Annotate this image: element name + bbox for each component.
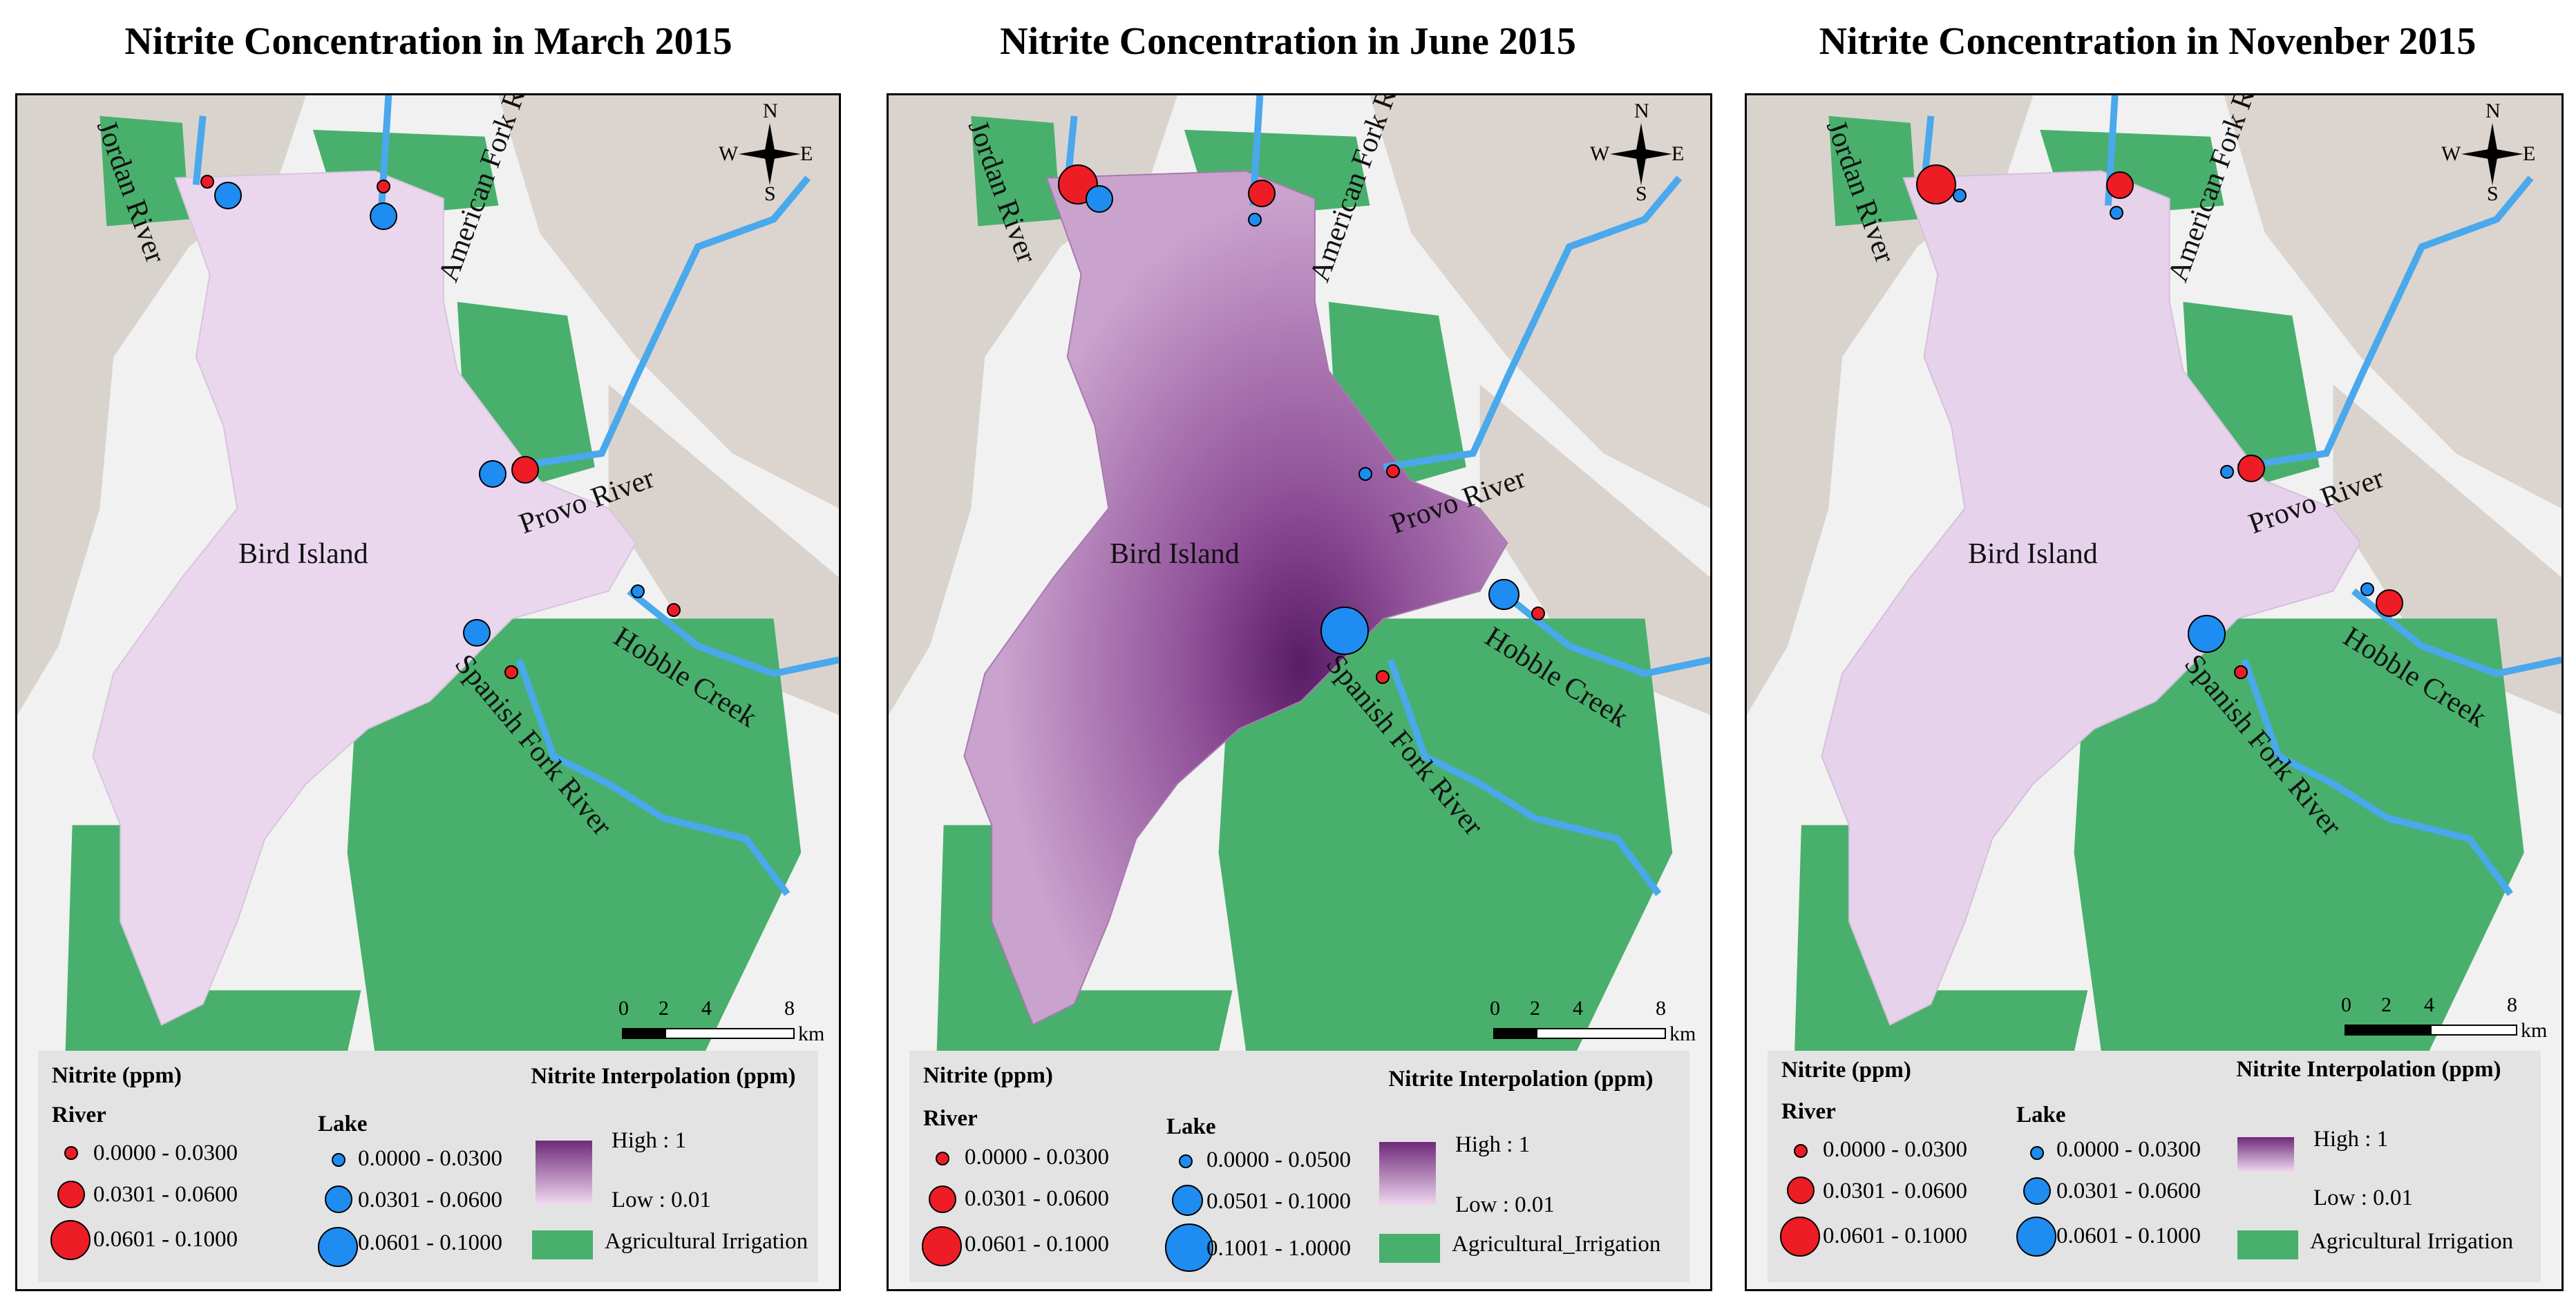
- river-point: [2376, 589, 2403, 617]
- map-legend: Nitrite (ppm) River 0.0000 - 0.0300 0.03…: [909, 1051, 1689, 1282]
- river-point: [1376, 670, 1390, 684]
- river-point: [1386, 464, 1400, 478]
- north-arrow: N S E W: [719, 99, 813, 205]
- legend-interp-title: Nitrite Interpolation (ppm): [1388, 1067, 1654, 1092]
- legend-interp-title: Nitrite Interpolation (ppm): [531, 1064, 796, 1089]
- north-arrow: N S E W: [1590, 99, 1685, 205]
- lake-point: [479, 460, 506, 488]
- legend-title: Nitrite (ppm): [923, 1063, 1053, 1088]
- lake-point: [1488, 579, 1519, 610]
- lake-point: [1358, 467, 1372, 481]
- river-point: [1531, 607, 1545, 620]
- compass-w: W: [2441, 142, 2461, 165]
- map-legend: Nitrite (ppm) River 0.0000 - 0.0300 0.03…: [1768, 1051, 2541, 1282]
- river-point: [504, 665, 518, 679]
- river-point: [200, 175, 214, 189]
- compass-n: N: [2485, 99, 2501, 122]
- legend-interp-title: Nitrite Interpolation (ppm): [2236, 1057, 2501, 1082]
- map-canvas: [17, 95, 839, 1053]
- legend-river-title: River: [52, 1103, 106, 1127]
- lake-point: [1953, 189, 1967, 202]
- legend-lake-title: Lake: [2016, 1103, 2066, 1127]
- panel-title: Nitrite Concentration in June 2015: [1000, 20, 1576, 63]
- river-point: [1058, 164, 1098, 204]
- north-arrow: N S E W: [2441, 99, 2536, 205]
- map-frame: N S E W 0 2 4 8 km Jordan River American…: [15, 93, 841, 1291]
- compass-s: S: [2487, 182, 2499, 205]
- compass-n: N: [1634, 99, 1649, 122]
- compass-n: N: [763, 99, 778, 122]
- lake-point: [2188, 615, 2226, 653]
- lake-point: [2220, 465, 2234, 479]
- compass-w: W: [719, 142, 739, 165]
- map-frame: N S E W 0 2 4 8 km Jordan River American…: [887, 93, 1712, 1291]
- lake-point: [370, 202, 397, 230]
- lake-point: [2110, 206, 2123, 220]
- map-frame: N S E W 0 2 4 8 km Jordan River American…: [1745, 93, 2564, 1291]
- lake-point: [1248, 213, 1262, 227]
- legend-river-title: River: [1781, 1099, 1836, 1124]
- compass-w: W: [1590, 142, 1610, 165]
- label-bird-island: Bird Island: [1968, 538, 2098, 570]
- compass-e: E: [2523, 142, 2536, 165]
- river-point: [1248, 180, 1276, 207]
- lake-point: [2360, 582, 2374, 596]
- lake-point: [1086, 185, 1113, 213]
- river-point: [511, 456, 539, 484]
- map-legend: Nitrite (ppm) River 0.0000 - 0.0300 0.03…: [38, 1051, 818, 1282]
- map-canvas: [1747, 95, 2561, 1053]
- river-point: [2106, 171, 2134, 199]
- lake-point: [631, 584, 645, 598]
- river-point: [667, 603, 681, 617]
- river-point: [377, 180, 390, 193]
- lake-point: [214, 182, 242, 209]
- legend-lake-title: Lake: [1166, 1114, 1216, 1139]
- lake-shape: [1821, 170, 2362, 1026]
- compass-e: E: [800, 142, 813, 165]
- compass-e: E: [1671, 142, 1685, 165]
- lake-shape: [963, 170, 1508, 1026]
- panel-title: Nitrite Concentration in Novenber 2015: [1819, 20, 2476, 63]
- compass-s: S: [1636, 182, 1647, 205]
- panel-title: Nitrite Concentration in March 2015: [124, 20, 732, 63]
- legend-title: Nitrite (ppm): [52, 1063, 182, 1088]
- legend-river-title: River: [923, 1106, 978, 1131]
- label-bird-island: Bird Island: [238, 538, 368, 570]
- map-panel-november: Nitrite Concentration in Novenber 2015: [1719, 0, 2576, 1305]
- river-point: [1916, 164, 1956, 204]
- legend-title: Nitrite (ppm): [1781, 1058, 1911, 1083]
- label-bird-island: Bird Island: [1110, 538, 1240, 570]
- river-point: [2234, 665, 2248, 679]
- compass-s: S: [764, 182, 776, 205]
- river-point: [2237, 455, 2265, 482]
- map-canvas: [889, 95, 1710, 1053]
- map-panel-june: Nitrite Concentration in June 2015: [857, 0, 1719, 1305]
- lake-point: [463, 619, 491, 647]
- lake-shape: [92, 170, 637, 1026]
- lake-point: [1320, 607, 1369, 655]
- map-panel-march: Nitrite Concentration in March 2015: [0, 0, 857, 1305]
- legend-lake-title: Lake: [318, 1112, 368, 1136]
